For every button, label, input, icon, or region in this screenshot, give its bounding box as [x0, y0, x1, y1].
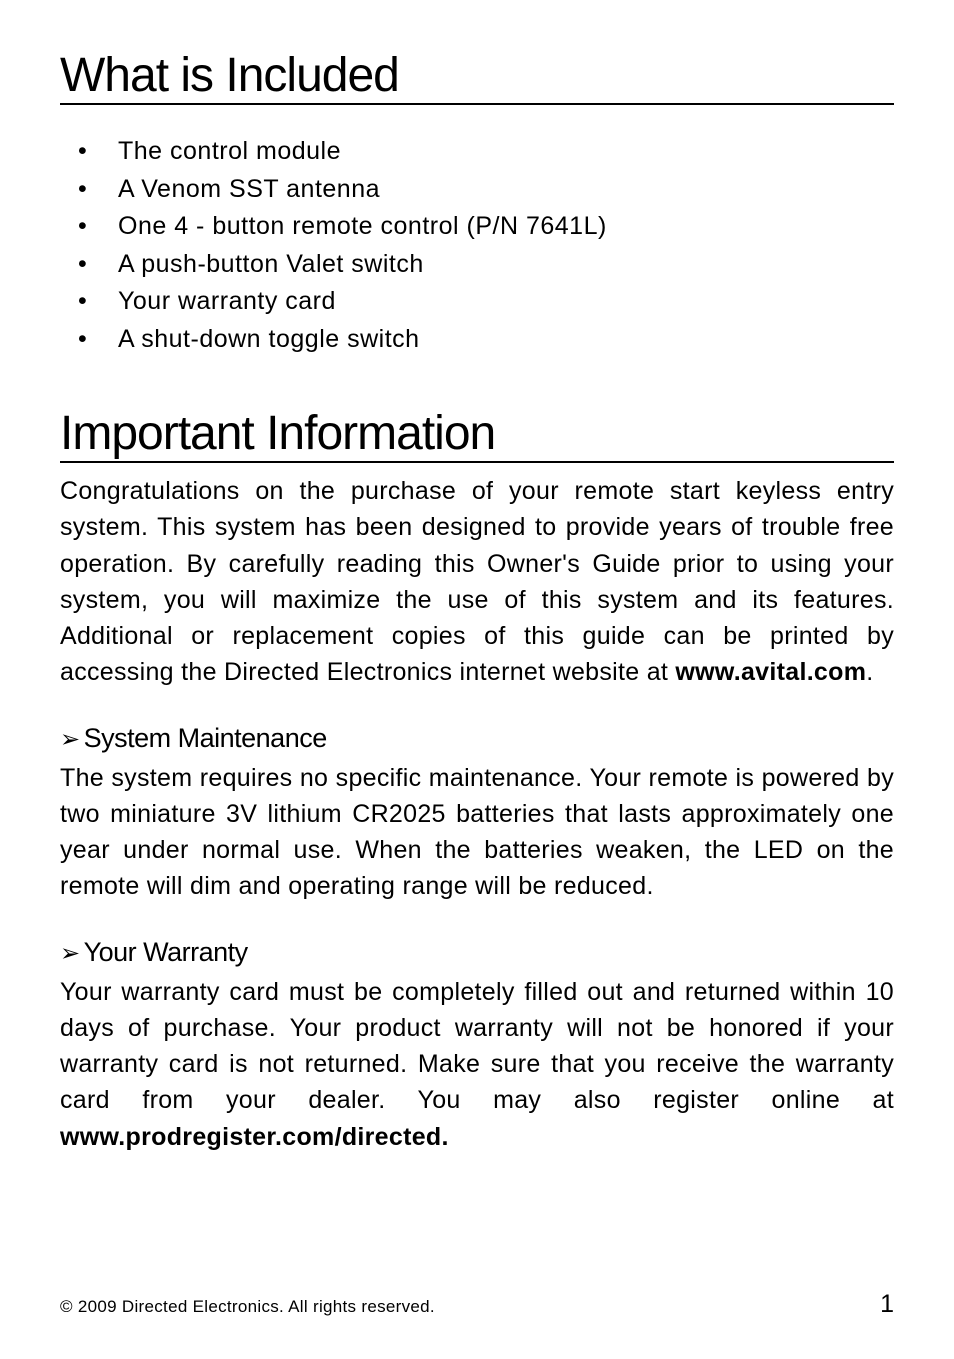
- list-item: A Venom SST antenna: [78, 171, 894, 209]
- copyright-text: © 2009 Directed Electronics. All rights …: [60, 1297, 435, 1317]
- important-info-paragraph: Congratulations on the purchase of your …: [60, 473, 894, 691]
- warranty-paragraph: Your warranty card must be completely fi…: [60, 974, 894, 1155]
- list-item: One 4 - button remote control (P/N 7641L…: [78, 208, 894, 246]
- included-items-list: The control module A Venom SST antenna O…: [60, 133, 894, 358]
- list-item: A push-button Valet switch: [78, 246, 894, 284]
- subheading-label: Your Warranty: [84, 937, 248, 967]
- maintenance-paragraph: The system requires no specific maintena…: [60, 760, 894, 905]
- subheading-label: System Maintenance: [84, 723, 327, 753]
- list-item: The control module: [78, 133, 894, 171]
- arrow-icon: ➢: [60, 940, 80, 967]
- subheading-warranty: ➢Your Warranty: [60, 937, 894, 968]
- heading-what-included: What is Included: [60, 48, 894, 105]
- subheading-maintenance: ➢System Maintenance: [60, 723, 894, 754]
- list-item: Your warranty card: [78, 283, 894, 321]
- body-text: Congratulations on the purchase of your …: [60, 477, 894, 686]
- url-text: www.avital.com: [675, 658, 866, 686]
- page-number: 1: [880, 1290, 894, 1319]
- list-item: A shut-down toggle switch: [78, 321, 894, 359]
- url-text: www.prodregister.com/directed.: [60, 1123, 449, 1151]
- body-text: Your warranty card must be completely fi…: [60, 978, 894, 1115]
- body-text: .: [866, 658, 873, 686]
- arrow-icon: ➢: [60, 726, 80, 753]
- heading-important-info: Important Information: [60, 406, 894, 463]
- page-footer: © 2009 Directed Electronics. All rights …: [60, 1290, 894, 1319]
